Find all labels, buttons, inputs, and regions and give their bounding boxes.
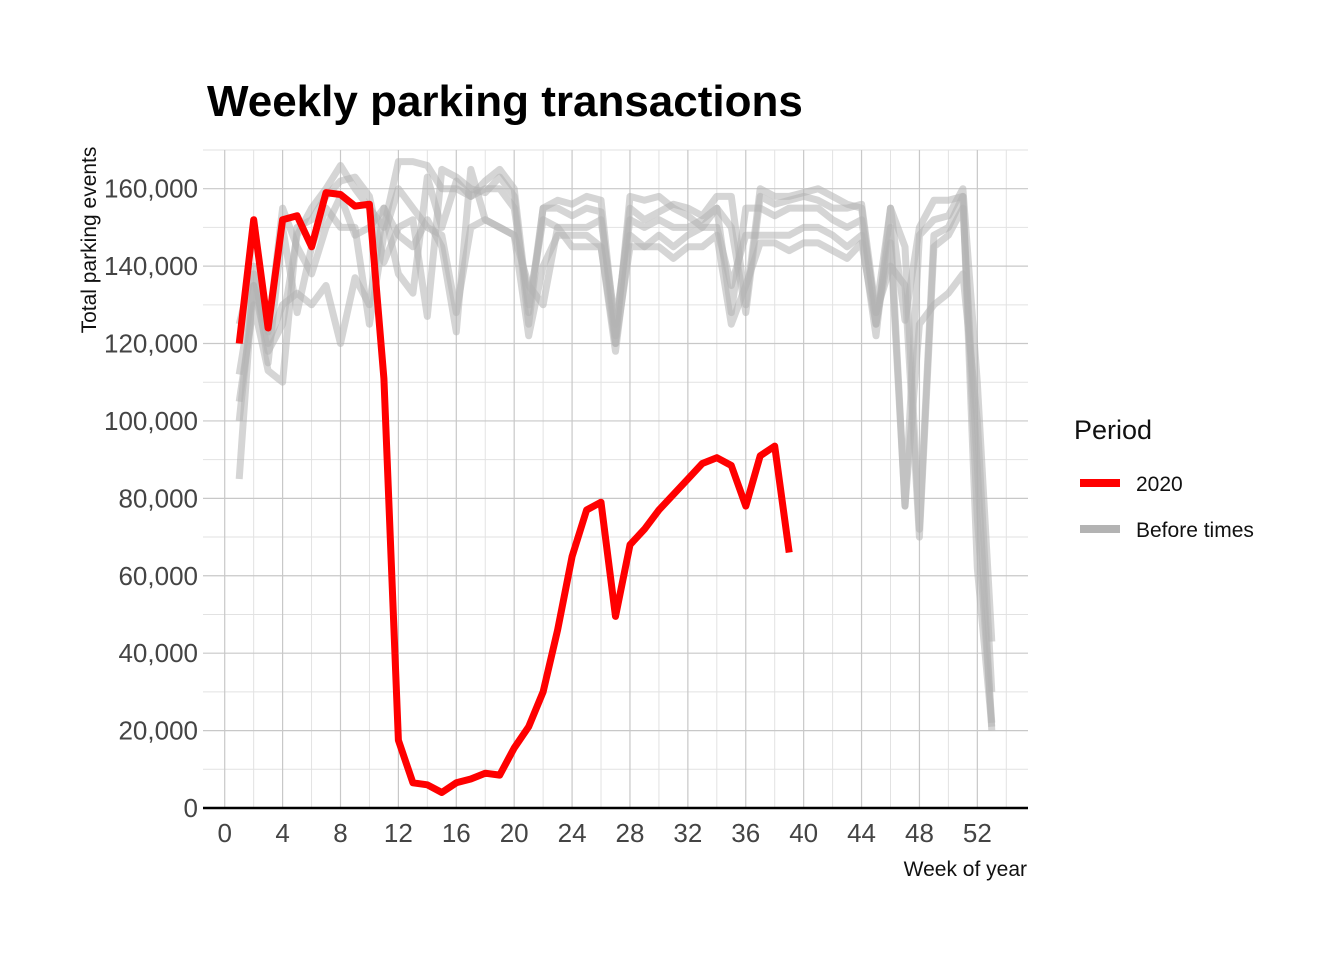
y-axis-title: Total parking events (78, 147, 101, 334)
x-tick-label: 52 (963, 818, 992, 848)
legend-label-2020: 2020 (1136, 473, 1183, 496)
y-tick-label: 40,000 (118, 638, 198, 668)
chart-title: Weekly parking transactions (207, 77, 803, 126)
x-tick-label: 24 (558, 818, 587, 848)
y-tick-label: 160,000 (104, 174, 198, 204)
x-tick-label: 40 (789, 818, 818, 848)
y-tick-label: 0 (184, 793, 198, 823)
x-tick-label: 28 (616, 818, 645, 848)
y-tick-label: 100,000 (104, 406, 198, 436)
series-layer (235, 158, 996, 796)
x-tick-label: 48 (905, 818, 934, 848)
series-line-before-times-4 (235, 165, 996, 724)
legend-title: Period (1074, 415, 1152, 445)
series-line-before-times-2 (235, 165, 996, 728)
x-tick-label: 44 (847, 818, 876, 848)
series-line-before-times-3 (235, 173, 996, 731)
x-tick-label: 20 (500, 818, 529, 848)
series-line-before-times-5 (235, 185, 996, 693)
x-tick-label: 0 (217, 818, 231, 848)
y-tick-label: 80,000 (118, 483, 198, 513)
series-line-2020 (235, 189, 793, 796)
y-tick-label: 140,000 (104, 251, 198, 281)
x-axis-tick-labels: 0 4 8 12 16 20 24 28 32 36 40 44 48 52 (217, 818, 991, 848)
legend-label-before-times: Before times (1136, 519, 1254, 542)
x-tick-label: 12 (384, 818, 413, 848)
y-tick-label: 20,000 (118, 716, 198, 746)
y-tick-label: 60,000 (118, 561, 198, 591)
y-axis-tick-labels: 0 20,000 40,000 60,000 80,000 100,000 120,000 1… (104, 174, 198, 823)
x-axis-title: Week of year (904, 858, 1027, 881)
x-tick-label: 36 (731, 818, 760, 848)
x-tick-label: 4 (275, 818, 289, 848)
x-tick-label: 32 (673, 818, 702, 848)
legend: Period 2020 Before times (1074, 415, 1254, 542)
x-tick-label: 16 (442, 818, 471, 848)
y-tick-label: 120,000 (104, 329, 198, 359)
x-tick-label: 8 (333, 818, 347, 848)
